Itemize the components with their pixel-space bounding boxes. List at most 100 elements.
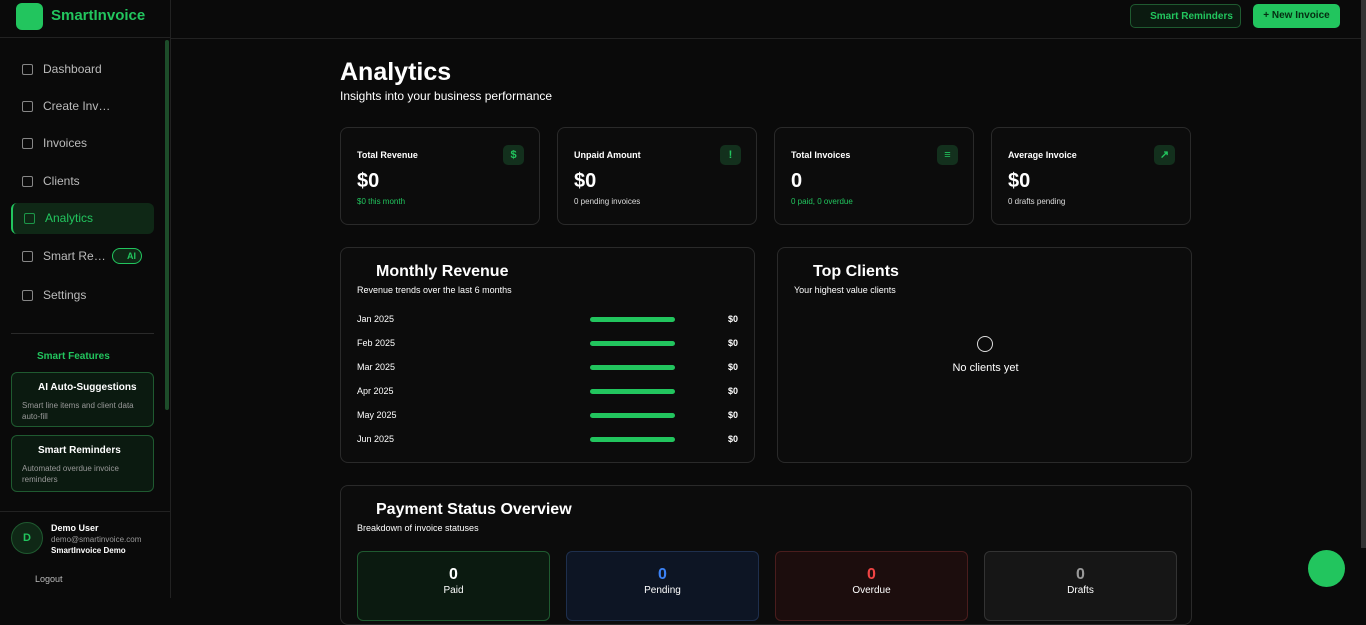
avatar: D [11, 522, 43, 554]
month-value: $0 [727, 410, 738, 420]
nav-icon [22, 176, 33, 187]
stat-label: Unpaid Amount [574, 150, 641, 160]
status-label: Drafts [1067, 585, 1094, 596]
user-email: demo@smartinvoice.com [51, 535, 142, 544]
divider [11, 333, 154, 334]
empty-icon [977, 336, 993, 352]
user-org: SmartInvoice Demo [51, 546, 126, 555]
card-title: Payment Status Overview [376, 501, 572, 518]
chat-button[interactable] [1308, 550, 1345, 587]
user-name: Demo User [51, 523, 99, 533]
stat-icon: ≡ [937, 145, 958, 165]
scrollbar [165, 40, 169, 410]
month-label: Jan 2025 [357, 314, 395, 324]
payment-status-card: Payment Status Overview Breakdown of invo… [340, 485, 1192, 625]
stat-note: 0 pending invoices [574, 197, 641, 206]
page-subtitle: Insights into your business performance [340, 89, 553, 103]
month-label: May 2025 [357, 410, 397, 420]
month-label: Feb 2025 [357, 338, 396, 348]
status-label: Pending [644, 585, 681, 596]
month-label: Mar 2025 [357, 362, 396, 372]
stat-note: 0 paid, 0 overdue [791, 197, 853, 206]
stat-card: Total Revenue $ $0 $0 this month [340, 127, 540, 225]
month-value: $0 [727, 386, 738, 396]
nav-item[interactable]: Analytics [11, 203, 154, 234]
card-subtitle: Revenue trends over the last 6 months [357, 285, 512, 295]
month-value: $0 [727, 314, 738, 324]
feature-desc: Smart line items and client data auto-fi… [22, 401, 134, 421]
stat-value: 0 [791, 170, 803, 192]
section-title: Smart Features [37, 351, 110, 362]
status-count: 0 [449, 566, 458, 583]
stat-icon: ↗ [1154, 145, 1175, 165]
ai-badge: AI [112, 248, 142, 264]
revenue-bar [590, 413, 675, 418]
month-label: Apr 2025 [357, 386, 394, 396]
status-box: 0 Drafts [984, 551, 1177, 621]
revenue-bar [590, 317, 675, 322]
nav-item[interactable]: Invoices [11, 128, 154, 159]
nav-icon [22, 290, 33, 301]
stat-value: $0 [357, 170, 380, 192]
nav-label: Smart Reminders [43, 249, 113, 263]
nav-item[interactable]: Dashboard [11, 54, 154, 85]
stat-value: $0 [574, 170, 597, 192]
stat-label: Average Invoice [1008, 150, 1077, 160]
nav-item[interactable]: Settings [11, 280, 154, 311]
stat-icon: ! [720, 145, 741, 165]
nav-icon [22, 64, 33, 75]
sidebar [0, 0, 171, 598]
stat-card: Average Invoice ↗ $0 0 drafts pending [991, 127, 1191, 225]
feature-desc: Automated overdue invoice reminders [22, 464, 119, 484]
status-count: 0 [658, 566, 667, 583]
stat-label: Total Invoices [791, 150, 851, 160]
status-label: Paid [443, 585, 464, 596]
revenue-bar [590, 389, 675, 394]
card-title: Monthly Revenue [376, 263, 509, 280]
status-box: 0 Pending [566, 551, 759, 621]
nav-label: Invoices [43, 136, 88, 150]
stat-note: $0 this month [357, 197, 406, 206]
nav-label: Analytics [45, 211, 94, 225]
divider [0, 511, 171, 512]
stat-card: Total Invoices ≡ 0 0 paid, 0 overdue [774, 127, 974, 225]
new-invoice-button[interactable]: + New Invoice [1253, 4, 1340, 28]
card-title: Top Clients [813, 263, 899, 280]
logo [16, 3, 43, 30]
status-label: Overdue [852, 585, 891, 596]
nav-label: Create Invoice [43, 99, 113, 113]
logout[interactable]: Logout [35, 574, 63, 584]
status-count: 0 [1076, 566, 1085, 583]
nav-item[interactable]: Smart RemindersAI [11, 241, 154, 272]
revenue-bar [590, 341, 675, 346]
stat-icon: $ [503, 145, 524, 165]
nav-icon [22, 101, 33, 112]
stat-label: Total Revenue [357, 150, 418, 160]
top-clients-card: Top Clients Your highest value clients No … [777, 247, 1192, 463]
smart-reminders-button[interactable]: Smart Reminders [1130, 4, 1241, 28]
feature-title: Smart Reminders [38, 445, 121, 456]
page-title: Analytics [340, 58, 452, 86]
stat-card: Unpaid Amount! $0 0 pending invoices [557, 127, 757, 225]
nav-icon [22, 251, 33, 262]
divider [0, 37, 171, 38]
nav-label: Dashboard [43, 62, 102, 76]
card-subtitle: Your highest value clients [794, 285, 896, 295]
monthly-revenue-card: Monthly Revenue Revenue trends over the l… [340, 247, 755, 463]
feature-title: AI Auto-Suggestions [38, 382, 137, 393]
card-subtitle: Breakdown of invoice statuses [357, 523, 479, 533]
feature-card[interactable]: Smart Reminders Automated overdue invoice… [11, 435, 154, 492]
brand: SmartInvoice [51, 7, 146, 24]
nav-item[interactable]: Clients [11, 166, 154, 197]
stat-note: 0 drafts pending [1008, 197, 1066, 206]
feature-card[interactable]: AI Auto-Suggestions Smart line items and … [11, 372, 154, 427]
nav-icon [22, 138, 33, 149]
revenue-bar [590, 365, 675, 370]
scrollbar [1361, 0, 1366, 548]
status-box: 0 Overdue [775, 551, 968, 621]
topbar-border [171, 38, 1366, 39]
nav-label: Settings [43, 288, 87, 302]
empty-message: No clients yet [952, 362, 1019, 374]
nav-item[interactable]: Create Invoice [11, 91, 154, 122]
